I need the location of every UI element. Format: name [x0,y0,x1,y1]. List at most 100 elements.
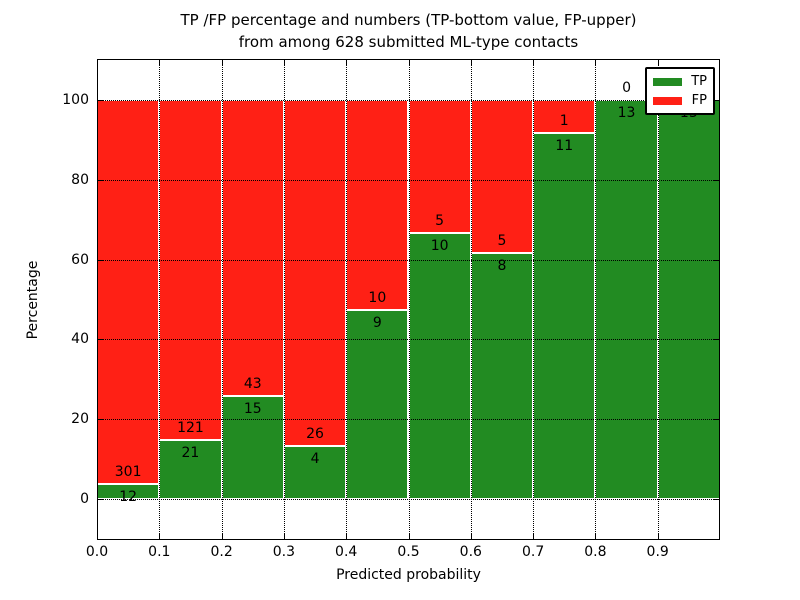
tick-mark [714,179,719,181]
x-tick-label: 0.4 [335,544,358,560]
gridline-vertical [221,59,223,540]
tp-bar-segment [470,253,534,499]
legend-label-fp: FP [691,92,707,108]
tp-count-label: 12 [119,488,138,505]
tick-mark [221,534,223,539]
x-tick-label: 0.9 [646,544,669,560]
tick-mark [98,100,103,101]
fp-bar-segment [159,100,222,440]
tp-count-label: 15 [243,400,262,417]
tp-count-label: 11 [555,138,574,155]
y-tick-label: 40 [71,331,89,348]
tick-mark [470,60,472,65]
tp-bar-segment [408,233,471,499]
tick-mark [346,60,348,65]
tick-mark [221,60,223,65]
chart-title-line1: TP /FP percentage and numbers (TP-bottom… [180,11,637,29]
tick-mark [98,179,103,181]
fp-count-label: 26 [306,425,324,442]
x-tick-label: 0.0 [85,544,109,560]
tick-mark [98,259,103,261]
gridline-vertical [159,59,161,540]
tick-mark [98,419,103,421]
tick-mark [533,60,535,65]
tick-mark [283,60,285,65]
tp-bar-segment [283,445,347,499]
x-tick-label: 0.1 [148,544,171,560]
tp-count-label: 9 [372,315,382,331]
gridline-vertical [283,59,285,540]
tp-bar-segment [159,439,222,499]
fp-count-label: 5 [435,213,445,229]
tick-mark [533,534,535,539]
gridline-vertical [533,59,535,540]
fp-count-label: 121 [177,419,204,436]
legend: TP FP [645,67,715,115]
gridline-vertical [470,59,472,540]
x-axis-label: Predicted probability [336,567,481,583]
plot-area: 3011212121431526410951058111013013 [97,59,720,540]
tick-mark [714,499,719,500]
tp-count-label: 10 [430,238,449,254]
chart-title-line2: from among 628 submitted ML-type contact… [238,33,579,51]
x-tick-label: 0.8 [584,544,607,560]
x-tick-label: 0.3 [272,544,296,560]
tick-mark [346,534,348,539]
tp-bar-segment [221,395,284,499]
fp-bar-segment [97,100,160,484]
tp-bar-segment [595,100,658,499]
fp-count-label: 301 [114,463,142,480]
tick-mark [98,339,103,341]
tp-count-label: 21 [181,444,200,461]
fp-count-label: 10 [368,290,387,306]
x-tick-label: 0.7 [521,544,545,560]
tick-mark [97,60,98,65]
tick-mark [714,259,719,261]
y-axis-label: Percentage [25,260,41,340]
tick-mark [98,499,103,500]
tp-count-label: 4 [310,450,320,467]
gridline-vertical [595,59,597,540]
gridline-vertical [408,59,410,540]
tick-mark [595,534,597,539]
fp-bar-segment [346,100,409,310]
tick-mark [714,419,719,421]
tick-mark [159,60,161,65]
fp-bar-segment [283,100,347,446]
tick-mark [159,534,161,539]
fp-count-label: 0 [622,80,632,96]
tick-mark [283,534,285,539]
tick-mark [657,534,659,539]
chart-title: TP /FP percentage and numbers (TP-bottom… [97,9,720,53]
tp-count-label: 13 [617,105,636,121]
tp-bar-segment [657,100,720,499]
tick-mark [408,534,410,539]
tp-count-label: 8 [497,258,507,275]
y-tick-label: 100 [62,92,89,108]
tick-mark [714,339,719,341]
legend-label-tp: TP [691,73,707,89]
tick-mark [470,534,472,539]
fp-count-label: 1 [559,113,569,130]
tick-mark [595,60,597,65]
fp-count-label: 5 [497,233,507,250]
fp-bar-segment [408,100,471,233]
y-tick-label: 60 [71,251,89,268]
fp-count-label: 43 [243,375,262,392]
tick-mark [408,60,410,65]
y-tick-label: 80 [71,171,89,188]
x-tick-label: 0.5 [397,544,420,560]
y-tick-label: 20 [71,411,89,428]
fp-bar-segment [470,100,534,254]
x-tick-label: 0.6 [459,544,482,560]
gridline-vertical [346,59,348,540]
tp-color-swatch [653,77,682,86]
fp-bar-segment [221,100,284,396]
tp-bar-segment [346,310,409,499]
x-tick-label: 0.2 [210,544,233,560]
tick-mark [657,60,659,65]
tick-mark [97,534,98,539]
legend-item-fp: FP [653,92,707,108]
legend-item-tp: TP [653,73,707,89]
